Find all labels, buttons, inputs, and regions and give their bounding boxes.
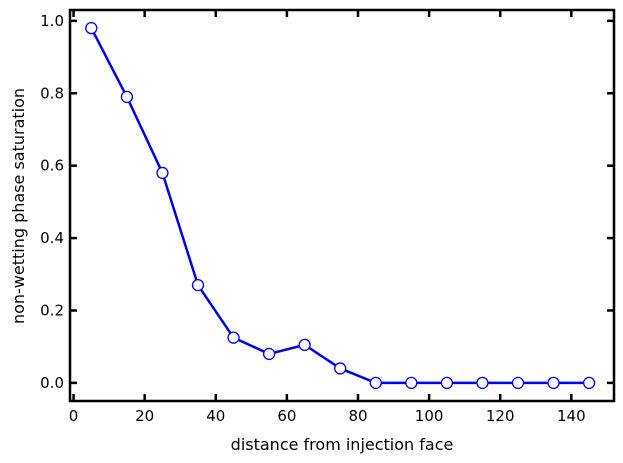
series-line [90, 27, 590, 385]
data-point [369, 376, 382, 390]
x-axis-label: distance from injection face [231, 435, 454, 454]
y-tick-label: 0.6 [40, 157, 64, 175]
data-point [476, 376, 489, 390]
data-point [262, 347, 276, 361]
data-point [511, 376, 525, 390]
data-point [440, 376, 454, 390]
data-point [85, 21, 98, 35]
data-point [334, 362, 347, 375]
y-tick-label: 0.4 [40, 229, 64, 247]
data-point [156, 166, 169, 180]
data-point [405, 376, 418, 390]
x-tick-label: 60 [277, 407, 296, 425]
data-point [120, 90, 134, 104]
x-tick-label: 140 [557, 407, 586, 425]
x-tick-label: 80 [348, 407, 367, 425]
data-point [298, 338, 311, 352]
x-tick-label: 120 [486, 407, 515, 425]
data-point [227, 331, 240, 344]
x-tick-label: 20 [135, 407, 154, 425]
data-point [582, 376, 596, 390]
y-tick-label: 0.2 [40, 301, 64, 319]
plot-frame [68, 8, 616, 403]
data-point [191, 278, 205, 292]
data-point [547, 376, 560, 390]
y-tick-label: 0.0 [40, 374, 64, 392]
y-axis-label: non-wetting phase saturation [9, 88, 28, 324]
y-tick-label: 0.8 [40, 84, 64, 102]
y-tick-label: 1.0 [40, 12, 64, 30]
x-tick-label: 0 [69, 407, 79, 425]
series-layer [85, 21, 596, 390]
x-tick-label: 40 [206, 407, 225, 425]
x-tick-label: 100 [415, 407, 444, 425]
ticks-layer: 0 20 40 60 80 100 120 140 0.0 0.2 0.4 0.6 0.8 1.0 [40, 10, 614, 425]
